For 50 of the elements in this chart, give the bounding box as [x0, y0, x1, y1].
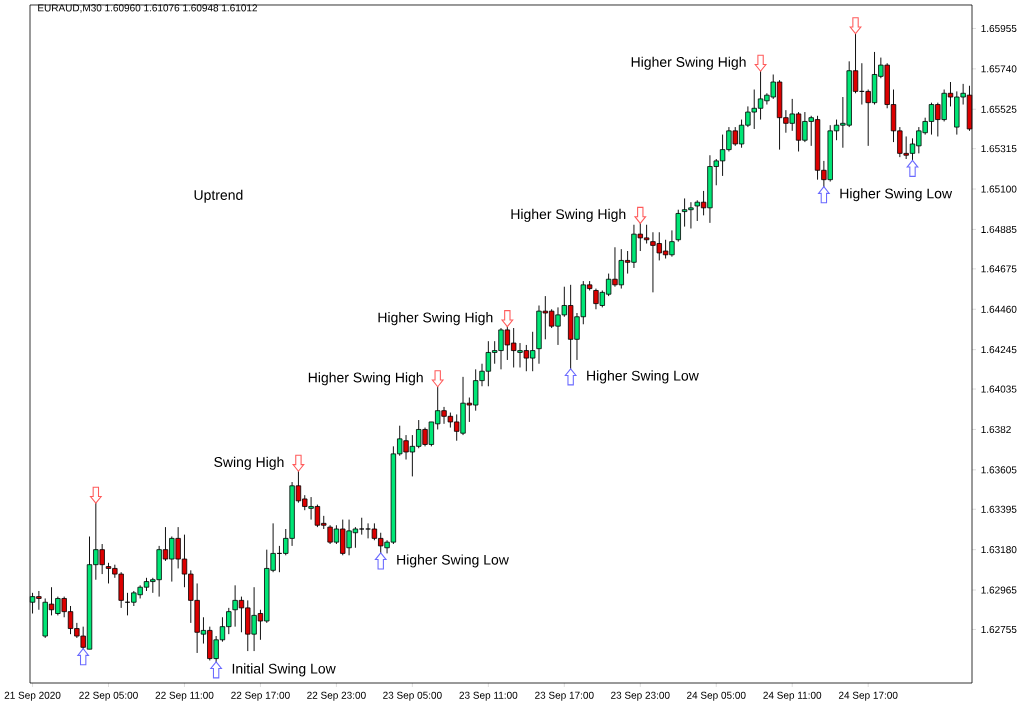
- x-tick-label: 23 Sep 11:00: [459, 691, 518, 701]
- x-tick-label: 22 Sep 05:00: [79, 691, 138, 701]
- annotation: Higher Swing High: [511, 208, 626, 222]
- annotation: Higher Swing High: [631, 56, 746, 70]
- x-tick-label: 21 Sep 2020: [4, 691, 61, 701]
- y-tick-label: 1.63605: [981, 466, 1017, 474]
- y-tick-label: 1.64245: [981, 346, 1017, 354]
- annotation: Swing High: [214, 456, 284, 470]
- y-tick-label: 1.63180: [981, 546, 1017, 554]
- x-tick-label: 23 Sep 17:00: [535, 691, 594, 701]
- point: [906, 159, 919, 177]
- point: [849, 17, 862, 35]
- point: [634, 206, 647, 224]
- y-tick-label: 1.63395: [981, 505, 1017, 513]
- x-tick-label: 22 Sep 23:00: [307, 691, 366, 701]
- point: [89, 486, 102, 504]
- point: [374, 552, 387, 570]
- x-tick-label: 22 Sep 17:00: [231, 691, 290, 701]
- y-tick-label: 1.65740: [981, 65, 1017, 73]
- y-tick-label: 1.64035: [981, 385, 1017, 393]
- y-tick-label: 1.62965: [981, 586, 1017, 594]
- y-tick-label: 1.65315: [981, 145, 1017, 153]
- y-tick-label: 1.64675: [981, 265, 1017, 273]
- x-tick-label: 23 Sep 05:00: [383, 691, 442, 701]
- point: [501, 310, 514, 328]
- annotation: Uptrend: [194, 189, 243, 203]
- y-tick-label: 1.6382: [981, 425, 1011, 433]
- x-tick-label: 23 Sep 23:00: [611, 691, 670, 701]
- point: [292, 454, 305, 472]
- y-tick-label: 1.65100: [981, 185, 1017, 193]
- annotation: Higher Swing Low: [840, 188, 953, 202]
- x-tick-label: 24 Sep 11:00: [763, 691, 822, 701]
- annotation: Higher Swing High: [308, 372, 423, 386]
- x-tick-label: 24 Sep 05:00: [687, 691, 746, 701]
- point: [431, 370, 444, 388]
- y-tick-label: 1.64460: [981, 305, 1017, 313]
- y-tick-label: 1.62755: [981, 625, 1017, 634]
- x-tick-label: 24 Sep 17:00: [838, 691, 898, 701]
- y-tick-label: 1.65525: [981, 105, 1017, 113]
- point: [754, 54, 767, 72]
- annotation: Higher Swing Low: [587, 370, 699, 384]
- x-tick-label: 22 Sep 11:00: [155, 691, 214, 701]
- annotation: Higher Swing Low: [397, 554, 509, 568]
- point: [564, 368, 577, 386]
- y-tick-label: 1.64885: [981, 225, 1017, 233]
- annotation: Initial Swing Low: [232, 663, 336, 677]
- point: [77, 648, 90, 666]
- chart-title: EURAUD,M30 1.60960 1.61076 1.60948 1.61012: [38, 4, 257, 13]
- y-tick-label: 1.65955: [981, 24, 1017, 33]
- annotation: Higher Swing High: [378, 312, 493, 326]
